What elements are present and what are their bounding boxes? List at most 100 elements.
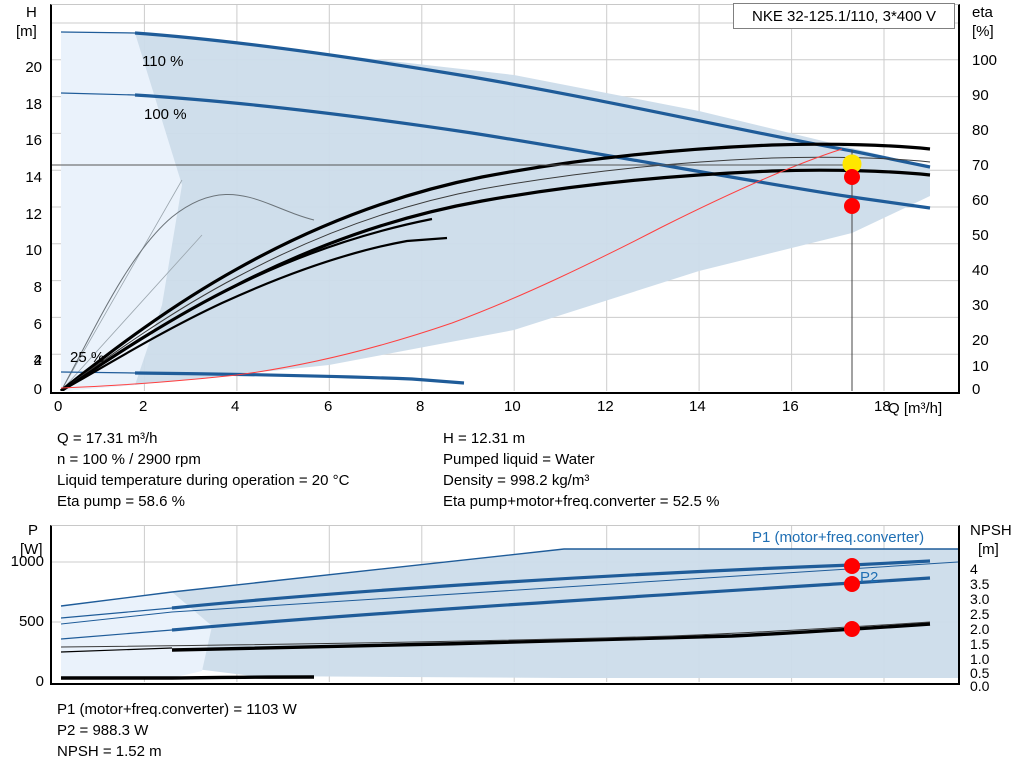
top-y-left-tick-2: 2 — [33, 352, 42, 369]
head-efficiency-svg — [52, 5, 958, 391]
readout-q: Q = 17.31 m³/h — [57, 430, 158, 447]
bottom-y-right-tick: 0.5 — [970, 665, 990, 681]
bottom-y-left-title-line2: [W] — [20, 541, 43, 558]
top-y-right-tick: 20 — [972, 332, 989, 349]
head-efficiency-plot: 110 % 100 % 25 % — [50, 4, 960, 394]
readout-n: n = 100 % / 2900 rpm — [57, 451, 201, 468]
top-y-left-tick: 16 — [25, 132, 42, 149]
low-speed-envelope-fill — [61, 32, 182, 391]
power-envelope-fill — [61, 549, 958, 678]
top-y-right-tick: 70 — [972, 157, 989, 174]
readout-etapump: Eta pump = 58.6 % — [57, 493, 185, 510]
top-y-right-tick: 0 — [972, 381, 981, 398]
top-x-tick: 4 — [231, 398, 240, 415]
eta-partial-curve-b — [60, 236, 448, 391]
p2-curve — [171, 576, 931, 632]
top-y-left-title-line1: H — [26, 4, 37, 21]
top-y-left-tick: 18 — [25, 96, 42, 113]
top-y-left-tick: 20 — [25, 59, 42, 76]
top-y-left-title-line2: [m] — [16, 23, 37, 40]
top-y-left-tick: 4 — [33, 352, 42, 369]
speed-110-label: 110 % — [142, 53, 184, 70]
top-x-tick: 6 — [324, 398, 333, 415]
speed-ray-lines — [60, 179, 203, 391]
npsh-thin-segment — [60, 647, 173, 653]
top-y-right-tick: 40 — [972, 262, 989, 279]
top-y-right-title-line1: eta — [972, 4, 993, 21]
p2-thin-segment — [60, 629, 173, 640]
speed-25-label: 25 % — [70, 349, 105, 366]
p1-curve — [171, 559, 931, 610]
duty-marker-eta-pump[interactable] — [844, 169, 860, 185]
bottom-y-right-tick: 4 — [970, 561, 978, 577]
pump-model-title: NKE 32-125.1/110, 3*400 V — [733, 3, 955, 29]
top-x-tick: 16 — [782, 398, 799, 415]
bottom-y-right-tick: 3.5 — [970, 576, 990, 592]
top-y-left-tick: 10 — [25, 242, 42, 259]
top-y-right-tick: 90 — [972, 87, 989, 104]
readout-liquid: Pumped liquid = Water — [443, 451, 595, 468]
readout-h: H = 12.31 m — [443, 430, 526, 447]
readout-etatotal: Eta pump+motor+freq.converter = 52.5 % — [443, 493, 720, 510]
speed-100-curve — [134, 93, 931, 210]
top-y-right-title-line2: [%] — [972, 23, 994, 40]
power-envelope-mid-line — [60, 561, 958, 625]
duty-marker-p1[interactable] — [844, 558, 860, 574]
power-envelope-upper-line — [60, 548, 958, 607]
bottom-y-right-tick: 0.0 — [970, 678, 990, 694]
readout-liqtemp: Liquid temperature during operation = 20… — [57, 472, 350, 489]
top-y-right-tick: 100 — [972, 52, 998, 69]
duty-marker-eta-total[interactable] — [844, 198, 860, 214]
top-y-right-tick: 50 — [972, 227, 989, 244]
bottom-y-right-tick: 2.0 — [970, 621, 990, 637]
power-npsh-plot: P1 (motor+freq.converter) P2 — [50, 525, 960, 685]
top-y-left-tick: 12 — [25, 206, 42, 223]
bottom-y-left-tick: 1000 — [10, 553, 44, 570]
operating-envelope-fill — [61, 32, 930, 391]
speed-110-curve — [134, 31, 931, 169]
top-y-left-tick: 6 — [33, 316, 42, 333]
speed-25-curve — [134, 371, 465, 385]
top-y-left-tick: 8 — [33, 279, 42, 296]
readout-p1: P1 (motor+freq.converter) = 1103 W — [57, 701, 297, 718]
top-y-left-tick-0: 0 — [33, 381, 42, 398]
eta-secondary-thin-curve — [60, 156, 931, 391]
top-y-right-tick: 10 — [972, 358, 989, 375]
bottom-y-left-tick: 0 — [35, 673, 44, 690]
bottom-y-right-title-line1: NPSH — [970, 522, 1012, 539]
power-envelope-light-fill-2 — [61, 592, 212, 678]
eta-pump-curve — [59, 142, 931, 391]
low-speed-arch-curve — [60, 193, 315, 391]
npsh-curve-bottom — [171, 622, 931, 652]
top-x-tick: 14 — [689, 398, 706, 415]
p1-thin-segment — [60, 607, 173, 619]
top-x-tick: 2 — [139, 398, 148, 415]
bottom-y-left-tick: 500 — [18, 613, 44, 630]
bottom-y-right-tick: 1.5 — [970, 636, 990, 652]
top-x-axis-title: Q [m³/h] — [888, 400, 943, 417]
readout-density: Density = 998.2 kg/m³ — [443, 472, 590, 489]
top-x-tick: 8 — [416, 398, 425, 415]
top-y-left-tick: 14 — [25, 169, 42, 186]
bottom-y-left-title-line1: P — [28, 522, 39, 539]
top-y-right-tick: 30 — [972, 297, 989, 314]
top-x-tick: 10 — [504, 398, 521, 415]
readout-p2: P2 = 988.3 W — [57, 722, 149, 739]
readout-npsh: NPSH = 1.52 m — [57, 743, 162, 760]
p2-series-label: P2 — [860, 569, 879, 586]
npsh-curve — [60, 148, 843, 389]
npsh-zero-segment — [61, 675, 315, 680]
bottom-y-right-title-line2: [m] — [978, 541, 999, 558]
top-x-tick: 12 — [597, 398, 614, 415]
top-y-right-tick: 80 — [972, 122, 989, 139]
top-x-tick: 0 — [54, 398, 63, 415]
duty-marker-p2[interactable] — [844, 576, 860, 592]
duty-marker-npsh[interactable] — [844, 621, 860, 637]
bottom-y-right-tick: 2.5 — [970, 606, 990, 622]
p1-series-label: P1 (motor+freq.converter) — [752, 529, 925, 546]
top-y-right-tick: 60 — [972, 192, 989, 209]
speed-100-label: 100 % — [144, 106, 187, 123]
top-x-tick: 18 — [874, 398, 891, 415]
eta-partial-curve-a — [60, 217, 433, 391]
